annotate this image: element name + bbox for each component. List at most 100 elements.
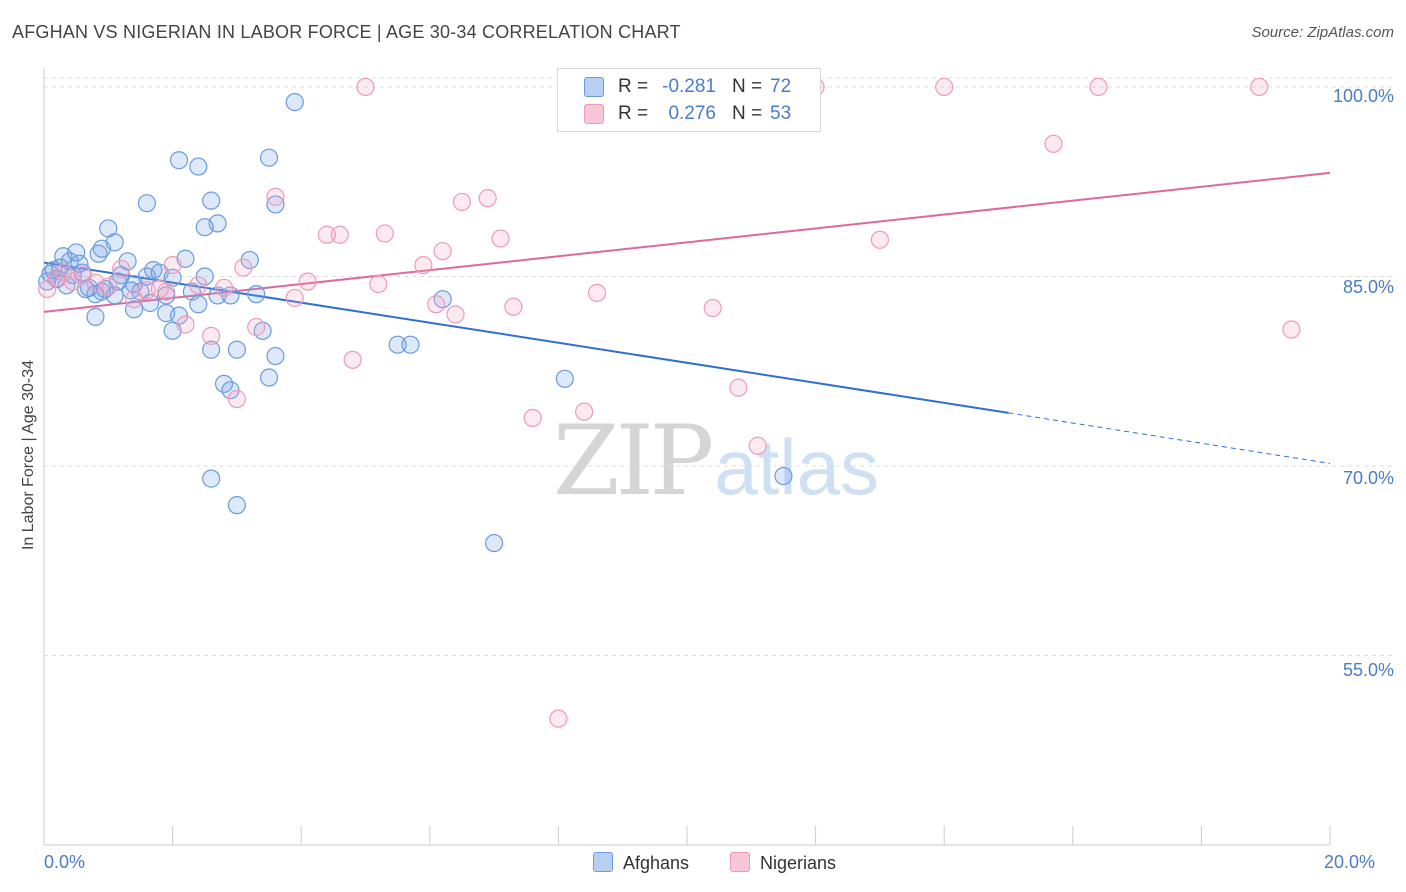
x-tick-label-max: 20.0% bbox=[1324, 852, 1376, 872]
nigerian-point bbox=[369, 274, 388, 294]
nigerian-point bbox=[234, 258, 253, 277]
nigerian-point bbox=[247, 317, 266, 337]
afghan-point bbox=[137, 194, 156, 213]
afghan-point bbox=[169, 151, 189, 170]
afghan-point bbox=[89, 244, 108, 263]
watermark: ZIPatlas bbox=[553, 405, 879, 517]
afghan-point bbox=[99, 219, 118, 238]
afghan-point bbox=[86, 307, 105, 326]
afghan-point bbox=[227, 496, 246, 515]
y-tick-label-70: 70.0% bbox=[1342, 468, 1394, 488]
nigerian-point bbox=[124, 290, 144, 309]
nigerian-point bbox=[137, 281, 156, 300]
nigerian-point bbox=[1089, 77, 1108, 97]
nigerian-point bbox=[330, 225, 349, 244]
afghan-point bbox=[202, 191, 221, 210]
watermark-atlas: atlas bbox=[714, 423, 879, 511]
y-tick-label-85: 85.0% bbox=[1342, 277, 1394, 297]
nigerian-point bbox=[343, 350, 362, 369]
nigerian-point bbox=[870, 230, 890, 249]
afghan-point bbox=[240, 250, 259, 270]
n-value: 72 bbox=[770, 76, 792, 97]
afghan-point bbox=[50, 258, 70, 277]
afghan-trend-line-extension bbox=[1008, 412, 1331, 464]
stats-row-afghans: R = -0.281 N = 72 bbox=[558, 74, 820, 100]
nigerian-point bbox=[587, 283, 607, 302]
afghan-point bbox=[266, 346, 285, 366]
afghan-point bbox=[266, 195, 285, 214]
nigerian-point bbox=[63, 272, 83, 291]
nigerian-point bbox=[375, 224, 394, 243]
watermark-zip: ZIP bbox=[553, 405, 714, 517]
nigerian-point bbox=[491, 229, 510, 248]
nigerian-point bbox=[163, 255, 182, 275]
nigerian-point bbox=[729, 378, 748, 397]
afghan-point bbox=[555, 369, 574, 388]
nigerian-point bbox=[523, 408, 542, 428]
axes bbox=[43, 68, 1331, 846]
n-label: N = bbox=[732, 76, 763, 97]
afghan-point bbox=[208, 214, 227, 233]
nigerian-point bbox=[1250, 77, 1269, 97]
afghan-points bbox=[38, 77, 793, 553]
nigerian-point bbox=[99, 277, 118, 296]
afghan-point bbox=[202, 469, 221, 488]
nigerian-point bbox=[446, 305, 465, 324]
nigerian-point bbox=[427, 295, 446, 314]
r-value: 0.276 bbox=[668, 103, 716, 124]
nigerian-point bbox=[935, 77, 954, 97]
nigerian-point bbox=[452, 192, 472, 212]
nigerian-point bbox=[266, 187, 285, 206]
nigerian-point bbox=[433, 242, 452, 261]
nigerian-point bbox=[298, 272, 317, 291]
afghan-point bbox=[202, 340, 221, 359]
afghan-point bbox=[221, 286, 240, 305]
nigerian-point bbox=[1282, 320, 1301, 339]
afghan-point bbox=[67, 243, 86, 262]
afghan-point bbox=[774, 466, 793, 486]
legend-label-afghans: Afghans bbox=[623, 853, 690, 873]
nigerian-point bbox=[478, 189, 497, 208]
nigerian-point bbox=[285, 288, 304, 308]
nigerian-point bbox=[414, 255, 433, 275]
nigerian-point bbox=[176, 315, 195, 334]
nigerian-point bbox=[575, 402, 594, 421]
nigerian-trend-line bbox=[43, 171, 1331, 313]
x-tick-label-min: 0.0% bbox=[44, 852, 86, 872]
nigerian-point bbox=[112, 259, 131, 278]
trend-lines bbox=[43, 171, 1331, 464]
nigerian-point bbox=[504, 297, 523, 316]
nigerian-point bbox=[356, 77, 375, 97]
nigerian-point bbox=[157, 282, 176, 301]
afghan-swatch bbox=[584, 77, 604, 97]
afghan-point bbox=[401, 335, 420, 354]
nigerian-point bbox=[317, 225, 337, 244]
afghan-point bbox=[157, 304, 176, 323]
afghan-point bbox=[124, 300, 144, 319]
stats-row-nigerians: R = 0.276 N = 53 bbox=[558, 101, 820, 127]
nigerian-point bbox=[189, 276, 208, 295]
afghan-point bbox=[227, 340, 246, 359]
nigerian-point bbox=[703, 298, 722, 318]
afghan-point bbox=[285, 93, 304, 112]
y-axis-label: In Labor Force | Age 30-34 bbox=[20, 359, 37, 551]
y-tick-label-55: 55.0% bbox=[1342, 660, 1394, 680]
afghan-trend-line bbox=[43, 261, 1009, 414]
nigerian-swatch bbox=[584, 104, 604, 124]
afghan-point bbox=[388, 335, 407, 354]
r-value: -0.281 bbox=[662, 76, 716, 97]
legend-item-afghans: Afghans bbox=[593, 852, 689, 874]
r-label: R = bbox=[618, 76, 649, 97]
chart-title: AFGHAN VS NIGERIAN IN LABOR FORCE | AGE … bbox=[12, 22, 681, 42]
nigerian-point bbox=[1044, 134, 1063, 153]
afghan-point bbox=[118, 252, 137, 271]
legend-item-nigerians: Nigerians bbox=[730, 852, 836, 874]
y-tick-label-100: 100.0% bbox=[1332, 86, 1394, 106]
nigerian-point bbox=[202, 326, 221, 345]
source-credit: Source: ZipAtlas.com bbox=[1251, 24, 1394, 41]
n-label: N = bbox=[732, 103, 763, 124]
nigerian-points bbox=[38, 77, 1301, 728]
afghan-point bbox=[189, 157, 208, 176]
nigerian-point bbox=[214, 278, 234, 297]
afghan-point bbox=[259, 148, 279, 167]
